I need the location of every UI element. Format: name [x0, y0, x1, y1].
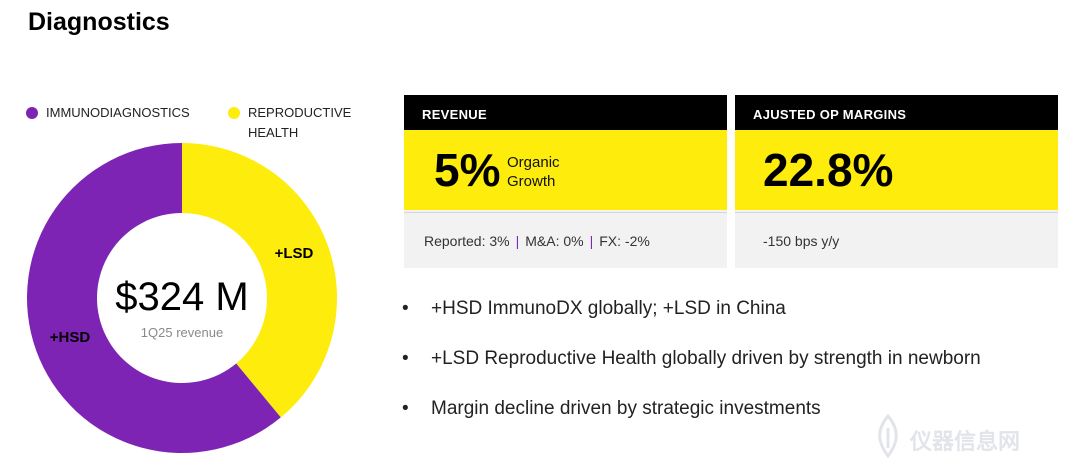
center-value: $324 M [115, 275, 248, 319]
op-margin-card-header: AJUSTED OP MARGINS [735, 95, 1058, 130]
legend-label: IMMUNODIAGNOSTICS [46, 105, 190, 120]
revenue-card-footer: Reported: 3% | M&A: 0% | FX: -2% [404, 212, 727, 268]
op-margin-card: AJUSTED OP MARGINS 22.8% -150 bps y/y [735, 95, 1058, 268]
revenue-growth-caption: Organic Growth [507, 153, 560, 191]
legend-swatch-yellow [228, 107, 240, 119]
bullet-dot: • [402, 398, 409, 419]
revenue-growth-value: 5% [434, 144, 501, 196]
op-margin-change: -150 bps y/y [763, 233, 840, 249]
op-margin-card-footer: -150 bps y/y [735, 212, 1058, 268]
revenue-breakdown: Reported: 3% | M&A: 0% | FX: -2% [424, 233, 650, 249]
legend-label: REPRODUCTIVE HEALTH [248, 105, 352, 140]
slice-reproductive-health [182, 143, 337, 418]
bullet-text: +LSD Reproductive Health globally driven… [431, 348, 981, 369]
revenue-card: REVENUE 5% Organic Growth Reported: 3% | M… [404, 95, 727, 268]
revenue-card-highlight: 5% Organic Growth [404, 130, 727, 210]
watermark: 仪器信息网 [870, 412, 1070, 462]
watermark-logo-icon [878, 414, 898, 458]
slice-immunodiagnostics [26, 143, 281, 453]
fx-growth: FX: -2% [599, 233, 650, 249]
watermark-text: 仪器信息网 [910, 429, 1021, 454]
slice-label-lsd: +LSD [275, 245, 314, 262]
caption-line-1: Organic [507, 154, 560, 171]
bullet-dot: • [402, 348, 409, 369]
bullet-dot: • [402, 298, 409, 319]
bullet-text: Margin decline driven by strategic inves… [431, 398, 821, 419]
reported-growth: Reported: 3% [424, 233, 510, 249]
revenue-card-header: REVENUE [404, 95, 727, 130]
separator: | [515, 233, 520, 249]
center-label: 1Q25 revenue [141, 325, 223, 340]
op-margin-value: 22.8% [763, 144, 894, 196]
ma-growth: M&A: 0% [525, 233, 584, 249]
bullet-text: +HSD ImmunoDX globally; +LSD in China [431, 298, 786, 319]
caption-line-2: Growth [507, 173, 556, 190]
op-margin-card-highlight: 22.8% [735, 130, 1058, 210]
separator: | [589, 233, 594, 249]
legend-swatch-purple [26, 107, 38, 119]
slice-label-hsd: +HSD [50, 329, 91, 346]
page-title: Diagnostics [28, 8, 170, 36]
revenue-donut-chart: +LSD +HSD $324 M 1Q25 revenue [26, 143, 337, 453]
